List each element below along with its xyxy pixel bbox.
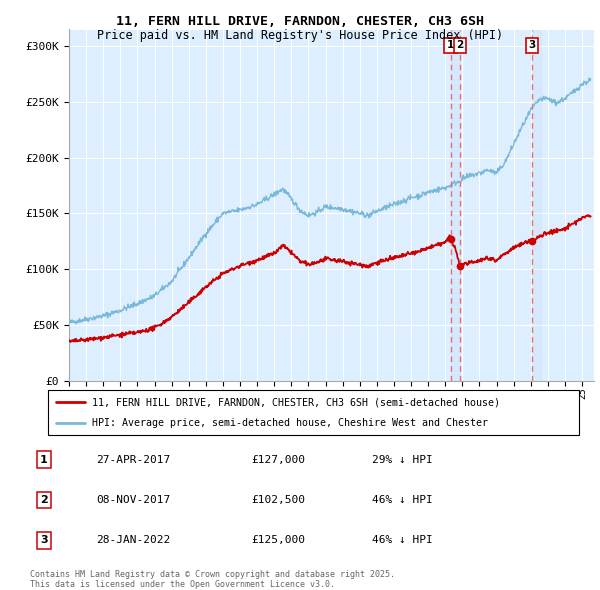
Text: 29% ↓ HPI: 29% ↓ HPI — [372, 455, 433, 465]
Text: £127,000: £127,000 — [251, 455, 305, 465]
Text: 1: 1 — [447, 40, 454, 50]
Text: 08-NOV-2017: 08-NOV-2017 — [96, 495, 170, 505]
Text: 11, FERN HILL DRIVE, FARNDON, CHESTER, CH3 6SH: 11, FERN HILL DRIVE, FARNDON, CHESTER, C… — [116, 15, 484, 28]
Text: 28-JAN-2022: 28-JAN-2022 — [96, 535, 170, 545]
Text: 27-APR-2017: 27-APR-2017 — [96, 455, 170, 465]
Text: Contains HM Land Registry data © Crown copyright and database right 2025.
This d: Contains HM Land Registry data © Crown c… — [30, 570, 395, 589]
FancyBboxPatch shape — [48, 390, 579, 435]
Text: 2: 2 — [40, 495, 47, 505]
Text: 46% ↓ HPI: 46% ↓ HPI — [372, 495, 433, 505]
Text: £125,000: £125,000 — [251, 535, 305, 545]
Text: 46% ↓ HPI: 46% ↓ HPI — [372, 535, 433, 545]
Text: £102,500: £102,500 — [251, 495, 305, 505]
Text: 2: 2 — [457, 40, 464, 50]
Text: HPI: Average price, semi-detached house, Cheshire West and Chester: HPI: Average price, semi-detached house,… — [92, 418, 488, 428]
Text: 3: 3 — [529, 40, 536, 50]
Text: 1: 1 — [40, 455, 47, 465]
Bar — [532, 30, 541, 381]
Bar — [451, 30, 460, 381]
Text: 3: 3 — [40, 535, 47, 545]
Text: 11, FERN HILL DRIVE, FARNDON, CHESTER, CH3 6SH (semi-detached house): 11, FERN HILL DRIVE, FARNDON, CHESTER, C… — [92, 397, 500, 407]
Text: Price paid vs. HM Land Registry's House Price Index (HPI): Price paid vs. HM Land Registry's House … — [97, 29, 503, 42]
